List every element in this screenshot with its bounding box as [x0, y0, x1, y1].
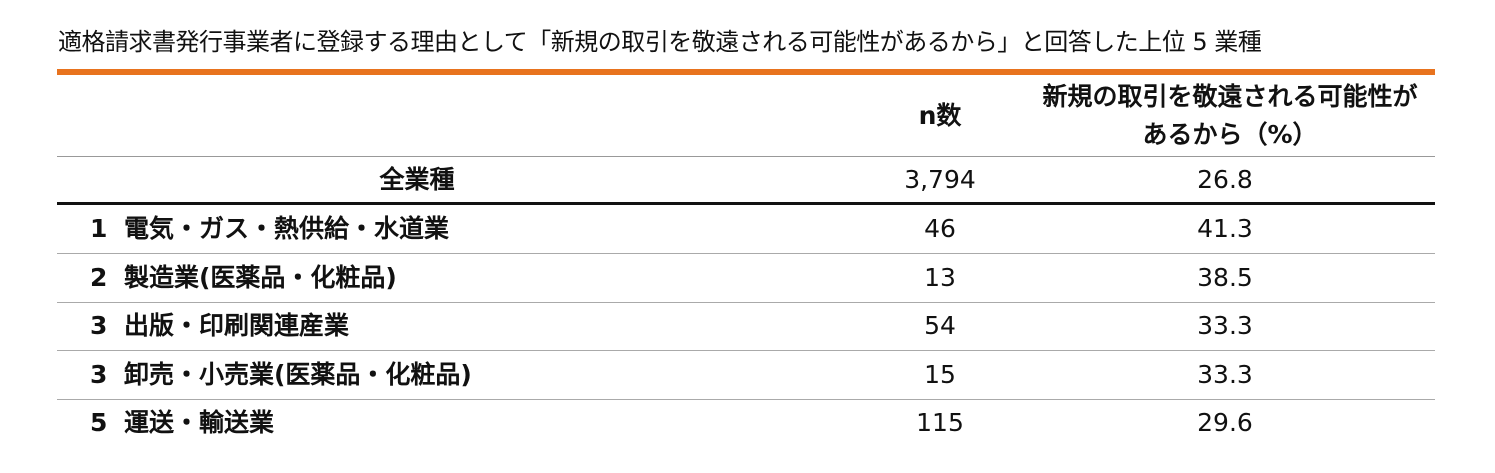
- rank: 3: [90, 311, 108, 340]
- rule: [57, 253, 1435, 254]
- rule: [57, 301, 1435, 303]
- title: 適格請求書発行事業者に登録する理由として「新規の取引を敬遠される可能性があるから…: [58, 28, 1262, 56]
- n-value: 54: [924, 311, 956, 340]
- total-label: 全業種: [379, 165, 455, 194]
- rank: 5: [90, 408, 108, 437]
- pct-value: 33.3: [1197, 359, 1253, 389]
- rule: [57, 156, 1435, 157]
- rank: 1: [90, 214, 108, 243]
- pct-value: 29.6: [1197, 408, 1253, 437]
- industry: 出版・印刷関連産業: [124, 311, 350, 340]
- industry: 卸売・小売業(医薬品・化粧品): [124, 359, 472, 389]
- industry: 製造業(医薬品・化粧品): [124, 262, 397, 292]
- total-n: 3,794: [904, 165, 976, 194]
- industry: 運送・輸送業: [124, 408, 275, 437]
- header-pct: 新規の取引を敬遠される可能性があるから（%）: [1042, 82, 1418, 149]
- pct-value: 33.3: [1197, 311, 1253, 340]
- total-pct: 26.8: [1197, 165, 1253, 194]
- rule: [57, 398, 1435, 400]
- pct-value: 41.3: [1197, 214, 1253, 243]
- rank: 2: [90, 262, 108, 292]
- industry: 電気・ガス・熱供給・水道業: [124, 214, 450, 243]
- orange-rule: [57, 69, 1435, 75]
- n-value: 15: [924, 359, 956, 389]
- n-value: 115: [916, 408, 964, 437]
- n-value: 13: [924, 262, 956, 292]
- n-value: 46: [924, 214, 956, 243]
- rule: [57, 202, 1435, 205]
- rank: 3: [90, 359, 108, 389]
- pct-value: 38.5: [1197, 262, 1253, 292]
- header-n: n数: [918, 101, 962, 130]
- rule: [57, 350, 1435, 351]
